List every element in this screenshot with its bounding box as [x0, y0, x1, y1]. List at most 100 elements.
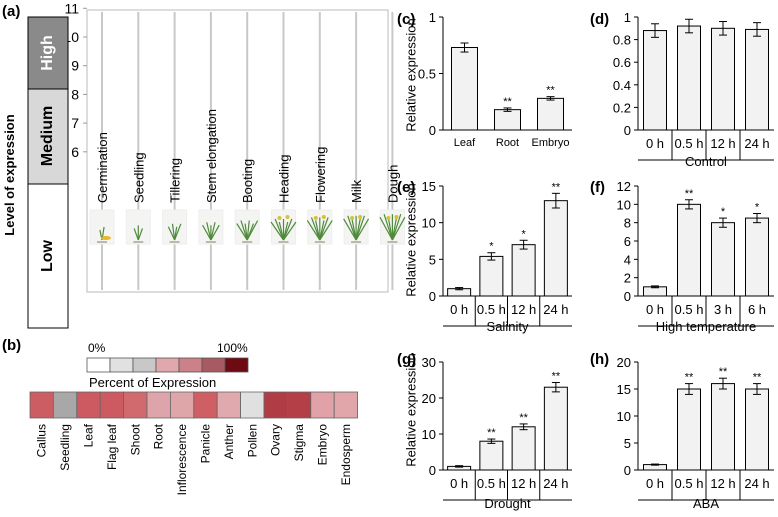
level-medium-box: [27, 88, 69, 185]
tissue-label: Root: [152, 423, 166, 449]
panel-c-label: (c): [397, 11, 415, 28]
panel-c-ytick-label: 0: [429, 123, 436, 138]
plant-icon-bg: [162, 209, 188, 245]
plant-panicle: [313, 216, 318, 220]
plant-stage-icon: [89, 209, 115, 245]
panel-a-ylabel: Level of expression: [2, 114, 17, 235]
plant-panicle: [321, 215, 326, 219]
plant-leaf: [137, 228, 144, 241]
plant-leaf: [246, 220, 250, 241]
panel-f-category-label: 6 h: [748, 302, 766, 317]
stage-label: Germination: [95, 132, 110, 203]
plant-leaf: [206, 222, 212, 241]
plant-leaf: [355, 218, 370, 241]
plant-stage-icon: [162, 209, 188, 245]
panel-f-category-label: 0 h: [646, 302, 664, 317]
stage-label: Heading: [277, 155, 292, 203]
panel-f-bar: [677, 203, 701, 297]
panel-f-bar: [745, 217, 769, 297]
plant-stage-icon: [125, 209, 151, 245]
panel-e-label: (e): [397, 179, 415, 196]
panel-a-ytick-label: 7: [71, 115, 79, 131]
panel-e-ytick-label: 5: [429, 252, 436, 267]
heatmap-cell: [76, 391, 101, 419]
legend-max-label: 100%: [217, 341, 248, 355]
panel-e-significance-mark: **: [552, 181, 561, 193]
panel-f-ytick-label: 8: [624, 216, 631, 231]
heatmap-cell: [193, 391, 218, 419]
plant-leaf: [236, 223, 248, 241]
stage-label: Milk: [349, 179, 364, 203]
panel-d-bar: [677, 25, 701, 131]
panel-e-ytick-label: 10: [422, 216, 436, 231]
panel-g-label: (g): [397, 351, 416, 368]
panel-e-bar: [543, 200, 568, 297]
plant-stage-icon: [198, 209, 224, 245]
panel-f-xlabel: High temperature: [656, 319, 756, 334]
plant-stage-icon: [379, 209, 406, 245]
panel-a-ytick-label: 9: [71, 58, 79, 74]
level-label-low: Low: [39, 239, 56, 272]
heatmap-cell: [169, 391, 195, 419]
legend-swatch: [86, 357, 111, 373]
level-label-medium: Medium: [39, 106, 56, 166]
panel-f-label: (f): [590, 179, 605, 196]
heatmap-cell: [123, 391, 148, 419]
panel-d-bar: [643, 30, 667, 131]
panel-h-category-label: 0.5 h: [675, 476, 704, 491]
panel-d-ytick-label: 0.8: [613, 33, 631, 48]
panel-g-ytick-label: 20: [422, 391, 436, 406]
plant-stage-icon: [270, 209, 297, 245]
plant-leaf: [306, 220, 321, 241]
tissue-label: Seedling: [58, 424, 72, 471]
panel-e-significance-mark: *: [521, 228, 526, 240]
legend-swatch: [178, 357, 203, 373]
plant-leaf: [379, 216, 393, 241]
panel-e-category-label: 12 h: [511, 302, 536, 317]
tissue-label: Inflorescence: [175, 424, 189, 496]
panel-h-ytick-label: 15: [617, 382, 631, 397]
heatmap-cell: [310, 391, 335, 419]
legend-min-label: 0%: [88, 341, 106, 355]
panel-a-ytick-label: 8: [71, 86, 79, 102]
panel-f-category-label: 3 h: [714, 302, 732, 317]
panel-h-category-label: 12 h: [710, 476, 735, 491]
tissue-label: Ovary: [269, 424, 283, 456]
panel-e-category-label: 0.5 h: [477, 302, 506, 317]
level-high-box: [27, 16, 69, 90]
heatmap-cell: [99, 391, 124, 419]
plant-leaf: [343, 218, 357, 241]
stage-label: Flowering: [313, 147, 328, 203]
plant-leaf: [282, 218, 293, 241]
panel-h-label: (h): [590, 351, 609, 368]
panel-e-ytick-label: 0: [429, 289, 436, 304]
panel-d-label: (d): [590, 11, 609, 28]
panel-d-category-label: 12 h: [710, 136, 735, 151]
tissue-label: Leaf: [82, 423, 96, 447]
panel-h-bar: [677, 388, 701, 471]
plant-panicle: [350, 216, 355, 220]
panel-h-ytick-label: 5: [624, 436, 631, 451]
heatmap-cell: [29, 391, 54, 419]
tissue-label: Embryo: [316, 424, 330, 466]
tissue-label: Shoot: [128, 423, 142, 455]
plant-leaf: [210, 222, 216, 241]
panel-h-ytick-label: 0: [624, 463, 631, 478]
plant-leaf: [355, 215, 365, 241]
panel-g-bar: [511, 426, 536, 471]
plant-leaf: [391, 214, 402, 241]
panel-f-significance-mark: **: [685, 188, 694, 200]
stage-label: Tillering: [168, 158, 183, 203]
plant-leaf: [270, 221, 284, 241]
panel-c-bar: [494, 109, 521, 131]
plant-leaf: [244, 223, 248, 241]
panel-h-bar: [711, 383, 735, 471]
stage-label: Stem elongation: [204, 109, 219, 203]
tissue-label: Stigma: [292, 424, 306, 462]
plant-panicle: [394, 215, 399, 219]
tissue-label: Panicle: [199, 424, 213, 464]
panel-g-category-label: 0 h: [450, 476, 468, 491]
panel-e-bar: [479, 255, 504, 297]
heatmap-cell: [216, 391, 241, 419]
